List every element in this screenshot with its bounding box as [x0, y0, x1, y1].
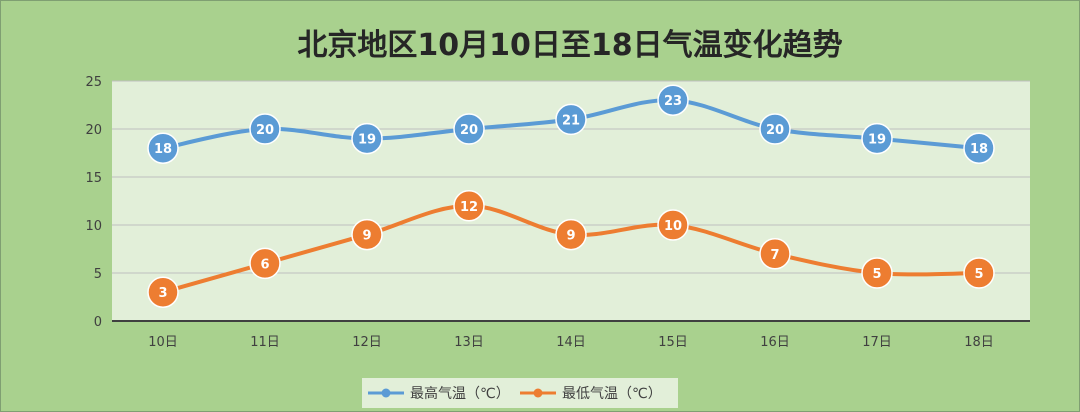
data-label: 6: [260, 257, 269, 272]
x-axis-ticks: 10日 11日 12日 13日 14日 15日 16日 17日 18日: [148, 335, 994, 350]
data-label: 20: [256, 123, 274, 138]
data-label: 20: [460, 123, 478, 138]
x-tick-label: 11日: [250, 335, 280, 350]
legend-marker: [533, 388, 543, 398]
series-min-temp: 3 6 9 12 9 10 7 5 5: [147, 190, 995, 308]
data-point: [453, 113, 485, 145]
data-point: [147, 276, 179, 308]
data-label: 3: [158, 286, 167, 301]
data-point: [759, 238, 791, 270]
y-tick-label: 0: [94, 315, 102, 330]
data-point: [249, 247, 281, 280]
data-label: 10: [664, 219, 682, 234]
data-point: [453, 190, 485, 222]
y-tick-label: 5: [94, 267, 102, 282]
data-point: [351, 122, 383, 155]
x-tick-label: 14日: [556, 335, 586, 350]
y-axis-ticks: 0 5 10 15 20 25: [85, 75, 102, 330]
y-tick-label: 15: [85, 171, 102, 186]
data-label: 19: [358, 133, 376, 148]
legend-label: 最高气温（℃）: [410, 385, 510, 402]
data-point: [963, 257, 995, 289]
x-tick-label: 13日: [454, 335, 484, 350]
data-point: [555, 103, 587, 136]
x-tick-label: 18日: [964, 335, 994, 350]
data-point: [249, 113, 281, 145]
data-label: 9: [362, 229, 371, 244]
y-tick-label: 25: [85, 75, 102, 90]
x-tick-label: 12日: [352, 335, 382, 350]
data-label: 23: [664, 94, 682, 109]
data-label: 19: [868, 133, 886, 148]
data-point: [147, 132, 179, 164]
y-tick-label: 10: [85, 219, 102, 234]
data-label: 18: [970, 142, 988, 157]
data-label: 7: [770, 248, 779, 263]
data-point: [657, 84, 689, 116]
data-label: 18: [154, 142, 172, 157]
data-point: [963, 132, 995, 164]
data-point: [555, 218, 587, 251]
data-point: [861, 122, 893, 155]
data-point: [861, 257, 893, 289]
series-group: 18 20 19 20 21 23 20 19 18 3 6 9 12 9 10 7 5 5: [147, 84, 995, 308]
data-label: 5: [974, 267, 983, 282]
legend: 最高气温（℃） 最低气温（℃）: [362, 378, 678, 408]
series-max-temp: 18 20 19 20 21 23 20 19 18: [147, 84, 995, 164]
chart-title: 北京地区10月10日至18日气温变化趋势: [297, 28, 842, 63]
data-point: [351, 218, 383, 251]
data-point: [657, 209, 689, 241]
x-tick-label: 15日: [658, 335, 688, 350]
data-label: 20: [766, 123, 784, 138]
x-tick-label: 16日: [760, 335, 790, 350]
data-label: 9: [566, 229, 575, 244]
data-point: [759, 113, 791, 145]
data-label: 12: [460, 200, 478, 215]
legend-marker: [381, 388, 391, 398]
data-label: 5: [872, 267, 881, 282]
x-tick-label: 10日: [148, 335, 178, 350]
legend-label: 最低气温（℃）: [562, 386, 662, 402]
y-tick-label: 20: [85, 123, 102, 138]
data-label: 21: [562, 113, 580, 128]
x-tick-label: 17日: [862, 335, 892, 350]
